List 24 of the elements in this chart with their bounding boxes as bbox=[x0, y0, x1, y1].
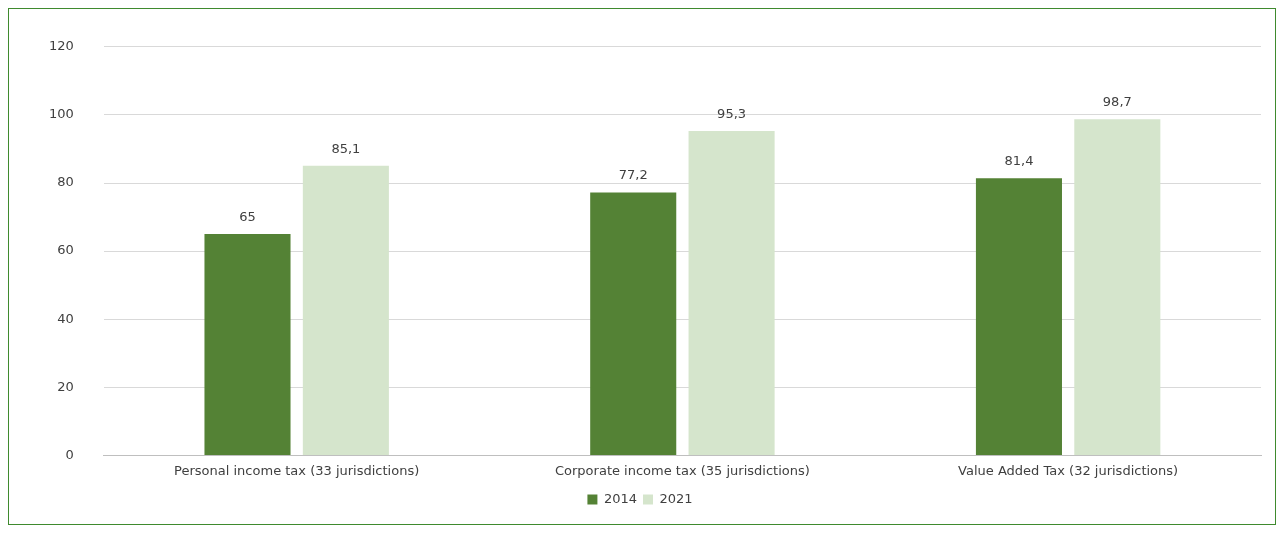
legend-label: 2014 bbox=[603, 490, 638, 506]
data-label: 95,3 bbox=[717, 105, 747, 121]
legend-label: 2021 bbox=[659, 490, 693, 506]
y-tick-label: 60 bbox=[57, 242, 74, 258]
y-tick-label: 0 bbox=[65, 446, 74, 462]
x-tick-label: Corporate income tax (35 jurisdictions) bbox=[554, 462, 810, 478]
bar bbox=[688, 130, 775, 455]
data-label: 81,4 bbox=[1004, 153, 1034, 169]
y-tick-label: 80 bbox=[57, 174, 74, 190]
bar bbox=[590, 192, 677, 455]
bar bbox=[302, 165, 389, 455]
bar bbox=[204, 234, 291, 455]
x-tick-label: Personal income tax (33 jurisdictions) bbox=[174, 462, 420, 478]
y-tick-label: 40 bbox=[57, 310, 74, 326]
data-label: 98,7 bbox=[1102, 94, 1132, 110]
y-tick-label: 20 bbox=[57, 378, 74, 394]
x-tick-label: Value Added Tax (32 jurisdictions) bbox=[958, 462, 1179, 478]
data-label: 77,2 bbox=[618, 167, 648, 183]
bar bbox=[975, 178, 1062, 455]
y-tick-label: 100 bbox=[48, 106, 74, 122]
data-label: 65 bbox=[239, 208, 256, 224]
bar bbox=[1074, 119, 1161, 455]
data-label: 85,1 bbox=[331, 140, 361, 156]
y-tick-label: 120 bbox=[48, 38, 74, 54]
